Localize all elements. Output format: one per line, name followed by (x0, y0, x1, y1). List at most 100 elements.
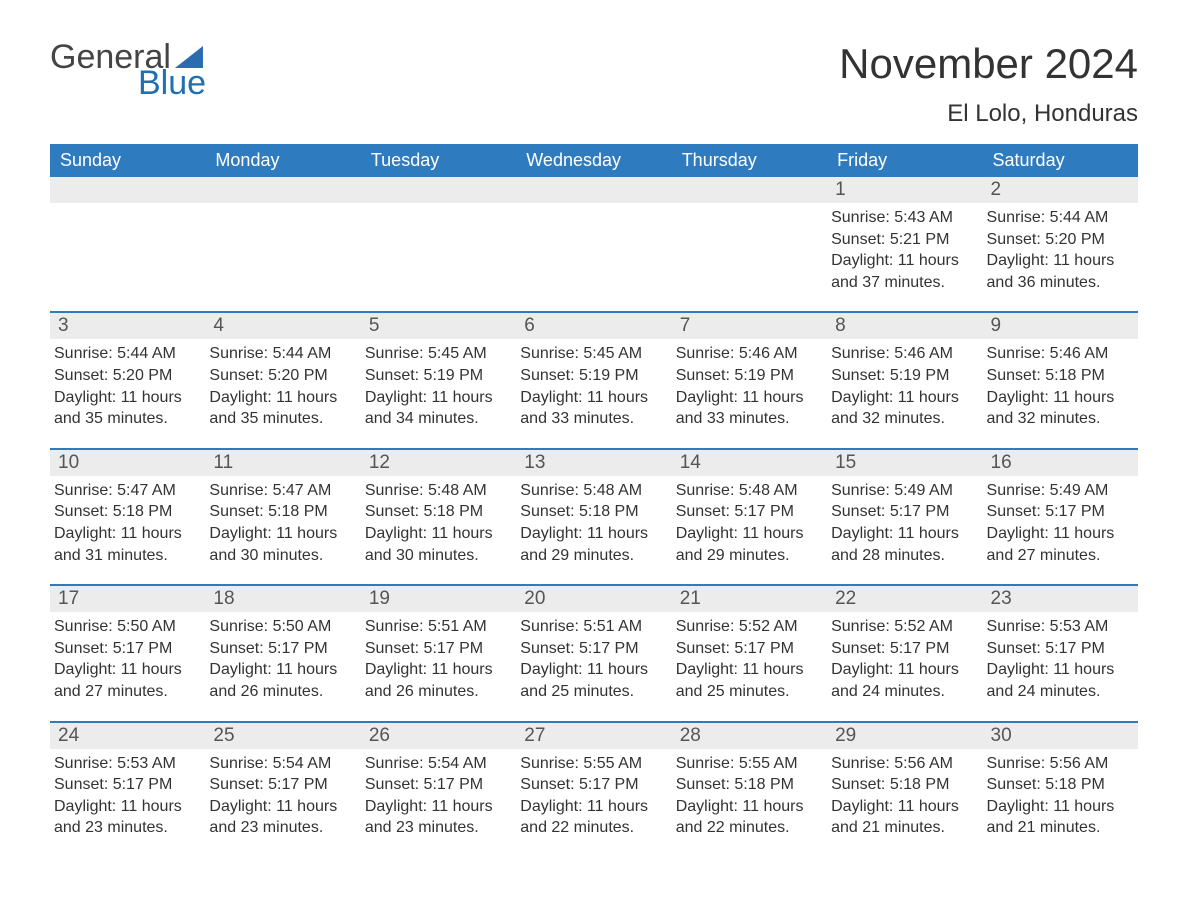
logo-word-2: Blue (138, 66, 206, 100)
day-details: Sunrise: 5:44 AMSunset: 5:20 PMDaylight:… (50, 339, 205, 433)
sunrise-line: Sunrise: 5:47 AM (54, 480, 199, 502)
sunset-line: Sunset: 5:17 PM (365, 638, 510, 660)
daylight-line: Daylight: 11 hours and 25 minutes. (520, 659, 665, 702)
day-number: 28 (672, 723, 827, 749)
day-number: 19 (361, 586, 516, 612)
day-number: 21 (672, 586, 827, 612)
sunrise-line: Sunrise: 5:54 AM (365, 753, 510, 775)
day-cell: 19Sunrise: 5:51 AMSunset: 5:17 PMDayligh… (361, 586, 516, 706)
daylight-line: Daylight: 11 hours and 32 minutes. (987, 387, 1132, 430)
sunset-line: Sunset: 5:19 PM (831, 365, 976, 387)
day-details: Sunrise: 5:46 AMSunset: 5:18 PMDaylight:… (983, 339, 1138, 433)
sunset-line: Sunset: 5:17 PM (987, 501, 1132, 523)
day-number: 18 (205, 586, 360, 612)
day-details: Sunrise: 5:46 AMSunset: 5:19 PMDaylight:… (827, 339, 982, 433)
daylight-line: Daylight: 11 hours and 22 minutes. (676, 796, 821, 839)
week-row: 17Sunrise: 5:50 AMSunset: 5:17 PMDayligh… (50, 584, 1138, 706)
day-details: Sunrise: 5:52 AMSunset: 5:17 PMDaylight:… (672, 612, 827, 706)
day-number (361, 177, 516, 203)
sunrise-line: Sunrise: 5:49 AM (831, 480, 976, 502)
calendar-page: General Blue November 2024 El Lolo, Hond… (0, 0, 1188, 883)
day-cell: 26Sunrise: 5:54 AMSunset: 5:17 PMDayligh… (361, 723, 516, 843)
day-details: Sunrise: 5:44 AMSunset: 5:20 PMDaylight:… (205, 339, 360, 433)
day-cell: 7Sunrise: 5:46 AMSunset: 5:19 PMDaylight… (672, 313, 827, 433)
sunset-line: Sunset: 5:18 PM (209, 501, 354, 523)
day-details: Sunrise: 5:56 AMSunset: 5:18 PMDaylight:… (983, 749, 1138, 843)
sunset-line: Sunset: 5:18 PM (831, 774, 976, 796)
daylight-line: Daylight: 11 hours and 29 minutes. (520, 523, 665, 566)
sunrise-line: Sunrise: 5:48 AM (676, 480, 821, 502)
sunrise-line: Sunrise: 5:53 AM (54, 753, 199, 775)
dow-cell: Saturday (983, 144, 1138, 177)
sunrise-line: Sunrise: 5:44 AM (209, 343, 354, 365)
day-details: Sunrise: 5:47 AMSunset: 5:18 PMDaylight:… (205, 476, 360, 570)
day-details: Sunrise: 5:50 AMSunset: 5:17 PMDaylight:… (50, 612, 205, 706)
day-number: 30 (983, 723, 1138, 749)
calendar: SundayMondayTuesdayWednesdayThursdayFrid… (50, 144, 1138, 843)
day-cell: 3Sunrise: 5:44 AMSunset: 5:20 PMDaylight… (50, 313, 205, 433)
sunrise-line: Sunrise: 5:54 AM (209, 753, 354, 775)
month-title: November 2024 (839, 40, 1138, 88)
day-cell: 23Sunrise: 5:53 AMSunset: 5:17 PMDayligh… (983, 586, 1138, 706)
day-details: Sunrise: 5:56 AMSunset: 5:18 PMDaylight:… (827, 749, 982, 843)
daylight-line: Daylight: 11 hours and 28 minutes. (831, 523, 976, 566)
day-cell (672, 177, 827, 297)
day-number (205, 177, 360, 203)
sunrise-line: Sunrise: 5:56 AM (831, 753, 976, 775)
day-cell: 18Sunrise: 5:50 AMSunset: 5:17 PMDayligh… (205, 586, 360, 706)
day-cell: 4Sunrise: 5:44 AMSunset: 5:20 PMDaylight… (205, 313, 360, 433)
sunrise-line: Sunrise: 5:55 AM (520, 753, 665, 775)
sunset-line: Sunset: 5:19 PM (676, 365, 821, 387)
day-details: Sunrise: 5:50 AMSunset: 5:17 PMDaylight:… (205, 612, 360, 706)
day-number: 14 (672, 450, 827, 476)
sunset-line: Sunset: 5:17 PM (987, 638, 1132, 660)
daylight-line: Daylight: 11 hours and 26 minutes. (365, 659, 510, 702)
day-number: 1 (827, 177, 982, 203)
day-number: 17 (50, 586, 205, 612)
sunset-line: Sunset: 5:21 PM (831, 229, 976, 251)
daylight-line: Daylight: 11 hours and 37 minutes. (831, 250, 976, 293)
day-details: Sunrise: 5:49 AMSunset: 5:17 PMDaylight:… (983, 476, 1138, 570)
day-details: Sunrise: 5:52 AMSunset: 5:17 PMDaylight:… (827, 612, 982, 706)
daylight-line: Daylight: 11 hours and 35 minutes. (54, 387, 199, 430)
day-number: 8 (827, 313, 982, 339)
sunset-line: Sunset: 5:17 PM (54, 638, 199, 660)
daylight-line: Daylight: 11 hours and 23 minutes. (54, 796, 199, 839)
day-number: 27 (516, 723, 671, 749)
title-block: November 2024 El Lolo, Honduras (839, 40, 1138, 128)
sunset-line: Sunset: 5:18 PM (520, 501, 665, 523)
dow-cell: Tuesday (361, 144, 516, 177)
sunset-line: Sunset: 5:17 PM (831, 501, 976, 523)
day-number: 26 (361, 723, 516, 749)
sunrise-line: Sunrise: 5:50 AM (54, 616, 199, 638)
sunset-line: Sunset: 5:17 PM (676, 638, 821, 660)
sunrise-line: Sunrise: 5:52 AM (831, 616, 976, 638)
day-cell: 30Sunrise: 5:56 AMSunset: 5:18 PMDayligh… (983, 723, 1138, 843)
daylight-line: Daylight: 11 hours and 27 minutes. (987, 523, 1132, 566)
daylight-line: Daylight: 11 hours and 21 minutes. (831, 796, 976, 839)
daylight-line: Daylight: 11 hours and 31 minutes. (54, 523, 199, 566)
day-cell (205, 177, 360, 297)
day-details: Sunrise: 5:55 AMSunset: 5:17 PMDaylight:… (516, 749, 671, 843)
day-number: 2 (983, 177, 1138, 203)
day-number: 12 (361, 450, 516, 476)
day-details: Sunrise: 5:53 AMSunset: 5:17 PMDaylight:… (50, 749, 205, 843)
day-cell: 28Sunrise: 5:55 AMSunset: 5:18 PMDayligh… (672, 723, 827, 843)
day-cell: 14Sunrise: 5:48 AMSunset: 5:17 PMDayligh… (672, 450, 827, 570)
dow-cell: Thursday (672, 144, 827, 177)
day-number: 7 (672, 313, 827, 339)
day-cell: 25Sunrise: 5:54 AMSunset: 5:17 PMDayligh… (205, 723, 360, 843)
daylight-line: Daylight: 11 hours and 30 minutes. (209, 523, 354, 566)
sunset-line: Sunset: 5:17 PM (676, 501, 821, 523)
daylight-line: Daylight: 11 hours and 26 minutes. (209, 659, 354, 702)
daylight-line: Daylight: 11 hours and 23 minutes. (365, 796, 510, 839)
day-cell: 15Sunrise: 5:49 AMSunset: 5:17 PMDayligh… (827, 450, 982, 570)
daylight-line: Daylight: 11 hours and 33 minutes. (676, 387, 821, 430)
daylight-line: Daylight: 11 hours and 25 minutes. (676, 659, 821, 702)
daylight-line: Daylight: 11 hours and 34 minutes. (365, 387, 510, 430)
day-cell: 10Sunrise: 5:47 AMSunset: 5:18 PMDayligh… (50, 450, 205, 570)
day-details: Sunrise: 5:51 AMSunset: 5:17 PMDaylight:… (361, 612, 516, 706)
day-details: Sunrise: 5:43 AMSunset: 5:21 PMDaylight:… (827, 203, 982, 297)
day-number: 20 (516, 586, 671, 612)
daylight-line: Daylight: 11 hours and 33 minutes. (520, 387, 665, 430)
